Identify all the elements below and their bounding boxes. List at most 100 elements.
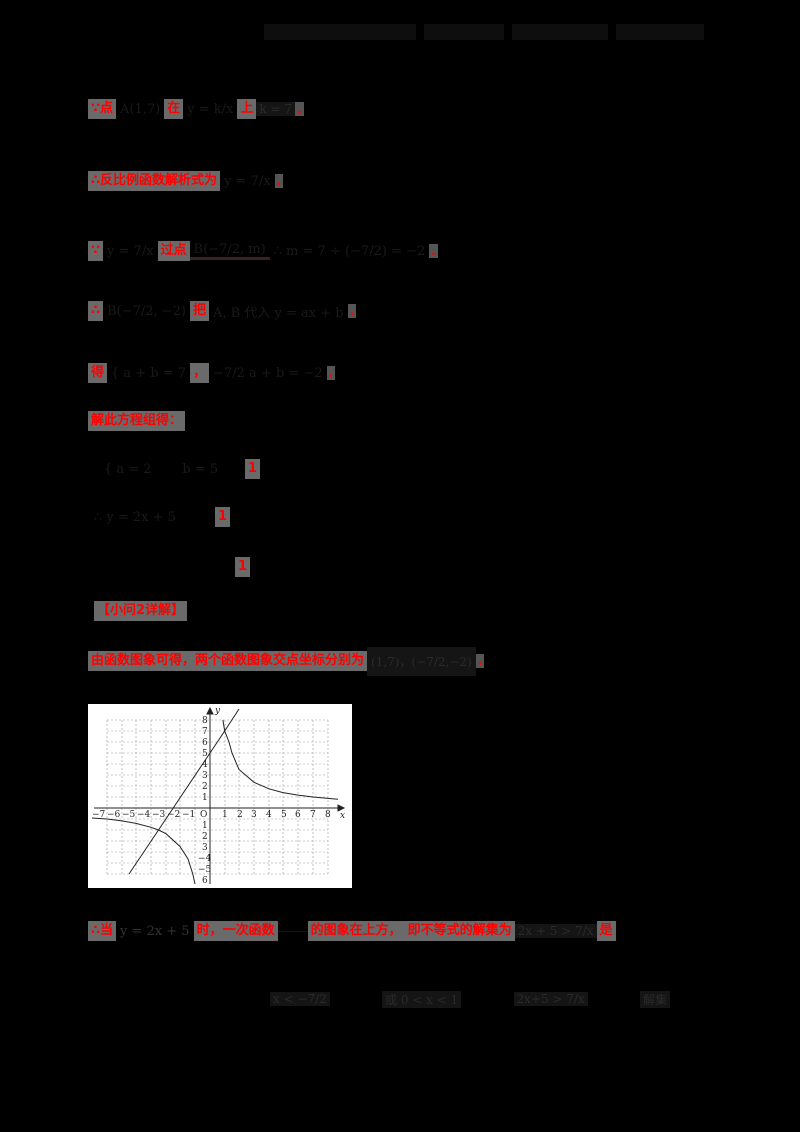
svg-text:7: 7 bbox=[310, 810, 316, 820]
svg-text:6: 6 bbox=[295, 810, 301, 820]
math-expr: B(−7/2, −2) bbox=[107, 303, 186, 319]
intersect-text: 由函数图象可得，两个函数图象交点坐标分别为 bbox=[88, 651, 368, 671]
period: . bbox=[326, 366, 336, 380]
solve-label-line: 解此方程组得： bbox=[88, 410, 186, 432]
math-expr: x < −7/2 bbox=[270, 992, 330, 1006]
math-expr: ∴ y = 2x + 5 bbox=[94, 509, 176, 525]
math-expr: 2x+5 > 7/x bbox=[513, 992, 588, 1006]
text-red: ∴ bbox=[88, 301, 104, 321]
text-red: ∵ bbox=[88, 241, 104, 261]
final-line: x < −7/2 或 0 < x < 1 2x+5 > 7/x 解集 bbox=[270, 988, 670, 1010]
mark-red: 1 bbox=[234, 557, 250, 577]
svg-text:1: 1 bbox=[202, 793, 208, 803]
line-2x-plus-5 bbox=[128, 708, 240, 875]
math-expr: y = k/x bbox=[187, 101, 234, 117]
math-expr: 解集 bbox=[639, 990, 670, 1008]
math-expr: y = 2x + 5 bbox=[120, 923, 190, 939]
svg-text:4: 4 bbox=[202, 760, 208, 770]
math-expr: y = 7/x bbox=[107, 243, 154, 259]
svg-text:−5: −5 bbox=[198, 865, 212, 875]
math-expr: x < −7/2 或 0 < x < 1 bbox=[277, 930, 308, 932]
svg-text:−6: −6 bbox=[107, 810, 121, 820]
svg-text:8: 8 bbox=[325, 810, 331, 820]
svg-text:3: 3 bbox=[202, 771, 208, 781]
mark-red: 1 bbox=[244, 459, 260, 479]
header-bar-3 bbox=[512, 24, 608, 40]
svg-text:−7: −7 bbox=[92, 810, 106, 820]
svg-text:−3: −3 bbox=[152, 810, 166, 820]
text-red: ∵点 bbox=[88, 99, 117, 119]
svg-text:−1: −1 bbox=[182, 810, 195, 820]
svg-text:3: 3 bbox=[251, 810, 257, 820]
period: . bbox=[347, 304, 357, 318]
text-red: 把 bbox=[190, 301, 210, 321]
subquestion-2-label-line: 【小问2详解】 bbox=[94, 600, 188, 622]
svg-text:1: 1 bbox=[222, 810, 228, 820]
hyperbola-right bbox=[222, 719, 339, 800]
text-red: 在 bbox=[164, 99, 184, 119]
header-bar-1 bbox=[264, 24, 416, 40]
svg-text:6: 6 bbox=[202, 738, 208, 748]
grid bbox=[106, 719, 329, 875]
svg-text:5: 5 bbox=[202, 749, 208, 759]
svg-text:2: 2 bbox=[202, 782, 208, 792]
intersect-line: 由函数图象可得，两个函数图象交点坐标分别为 O (1,7)，(−7/2,−2) … bbox=[88, 646, 485, 676]
period: . bbox=[294, 102, 304, 116]
svg-text:−5: −5 bbox=[122, 810, 136, 820]
solution-line-4: ∴ B(−7/2, −2) 把 A, B 代入 y = ax + b . bbox=[88, 300, 357, 322]
svg-text:7: 7 bbox=[202, 727, 208, 737]
math-expr: y = 7/x bbox=[224, 173, 271, 189]
math-expr: 或 0 < x < 1 bbox=[382, 990, 462, 1008]
solution-row-2: ∴ y = 2x + 5 1 bbox=[90, 506, 230, 528]
period: . bbox=[274, 174, 284, 188]
solution-line-3: ∵ y = 7/x 过点 B(−7/2, m) ∴ m = 7 ÷ (−7/2)… bbox=[88, 240, 438, 262]
solution-row-3: 1 bbox=[100, 556, 250, 578]
math-expr: B(−7/2, m) bbox=[189, 242, 270, 260]
math-expr: A(1,7) bbox=[120, 101, 161, 117]
intersect-coords: (1,7)，(−7/2,−2) bbox=[367, 646, 476, 676]
hyperbola-left bbox=[91, 817, 196, 885]
math-expr: ∴ m = 7 ÷ (−7/2) = −2 bbox=[273, 243, 426, 259]
header-bar-4 bbox=[616, 24, 704, 40]
period: . bbox=[429, 244, 438, 258]
solution-line-2: ∴反比例函数解析式为 y = 7/x . bbox=[88, 170, 284, 192]
text-red: 上 bbox=[237, 99, 257, 119]
subquestion-2-label: 【小问2详解】 bbox=[94, 601, 188, 621]
math-expr: 2x + 5 > 7/x bbox=[514, 924, 597, 938]
text-red: ∴当 bbox=[88, 921, 117, 941]
math-expr: { a + b = 7 bbox=[111, 365, 187, 381]
svg-text:−4: −4 bbox=[198, 854, 212, 864]
mark-red: 1 bbox=[214, 507, 230, 527]
text-red: 过点 bbox=[157, 241, 190, 261]
math-expr: b = 5 bbox=[182, 461, 219, 477]
svg-text:6: 6 bbox=[202, 876, 208, 886]
svg-text:y: y bbox=[214, 706, 221, 716]
svg-text:O: O bbox=[200, 810, 207, 820]
header-bar-2 bbox=[424, 24, 504, 40]
text-red: 是 bbox=[596, 921, 616, 941]
solve-label: 解此方程组得： bbox=[88, 411, 186, 431]
text-red: ， bbox=[190, 363, 210, 383]
math-expr: A, B 代入 y = ax + b bbox=[213, 305, 344, 321]
svg-text:3: 3 bbox=[202, 843, 208, 853]
text-red: ∴反比例函数解析式为 bbox=[88, 171, 221, 191]
svg-text:8: 8 bbox=[202, 716, 208, 726]
svg-text:x: x bbox=[340, 811, 345, 821]
svg-text:2: 2 bbox=[202, 832, 208, 842]
text-red: 即不等式的解集为 bbox=[404, 921, 515, 941]
svg-text:−2: −2 bbox=[167, 810, 180, 820]
conclusion-line: ∴当 y = 2x + 5 时，一次函数 x < −7/2 或 0 < x < … bbox=[88, 920, 616, 942]
text-red: 时，一次函数 bbox=[193, 921, 278, 941]
solution-line-1: ∵点 A(1,7) 在 y = k/x 上 k = 7 . bbox=[88, 98, 304, 120]
math-expr: { a = 2 bbox=[104, 461, 152, 477]
svg-text:2: 2 bbox=[237, 810, 243, 820]
text-red: 的图象在上方， bbox=[307, 921, 405, 941]
curves bbox=[91, 708, 339, 885]
math-expr: −7/2 a + b = −2 bbox=[213, 365, 323, 381]
svg-text:−4: −4 bbox=[137, 810, 151, 820]
svg-text:5: 5 bbox=[281, 810, 287, 820]
math-expr: k = 7 bbox=[256, 102, 295, 116]
